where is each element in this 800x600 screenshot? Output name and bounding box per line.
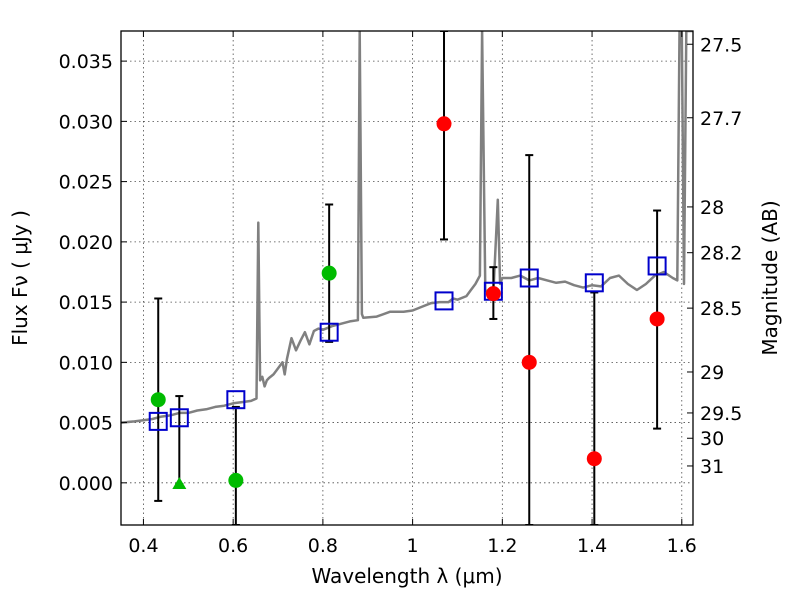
x-tick-label: 0.6 bbox=[218, 535, 248, 557]
model-photometry-square bbox=[169, 408, 189, 428]
x-axis-label: Wavelength λ (μm) bbox=[311, 564, 502, 588]
y2-tick-label: 29 bbox=[700, 362, 724, 384]
y2-tick-label: 31 bbox=[700, 456, 724, 478]
y-axis-label: Flux Fν ( μJy ) bbox=[8, 210, 32, 346]
observed-flux-point bbox=[521, 354, 537, 370]
y-tick-label: 0.000 bbox=[59, 473, 113, 495]
model-photometry-square bbox=[584, 273, 604, 293]
x-tick-label: 1.4 bbox=[577, 535, 607, 557]
model-photometry-square bbox=[647, 256, 667, 276]
observed-flux-point bbox=[649, 311, 665, 327]
observed-flux-point bbox=[321, 265, 337, 281]
y2-tick-label: 28.5 bbox=[700, 298, 742, 320]
observed-flux-point bbox=[485, 286, 501, 302]
model-photometry-square bbox=[434, 291, 454, 311]
x-tick-label: 1 bbox=[407, 535, 419, 557]
observed-flux-point bbox=[586, 451, 602, 467]
y-tick-label: 0.015 bbox=[59, 292, 113, 314]
y2-tick-label: 27.7 bbox=[700, 108, 742, 130]
ticks: 0.4 0.6 0.8 1 1.2 1.4 1.6 0.000 0.005 0.010 0.015 0… bbox=[59, 31, 742, 557]
x-tick-label: 0.8 bbox=[308, 535, 338, 557]
y2-tick-label: 28 bbox=[700, 197, 724, 219]
upper-limit-triangle bbox=[172, 477, 187, 490]
model-photometry-square bbox=[319, 322, 339, 342]
model-photometry-square bbox=[519, 268, 539, 288]
x-tick-label: 1.6 bbox=[667, 535, 697, 557]
y-tick-label: 0.030 bbox=[59, 111, 113, 133]
observed-flux-point bbox=[228, 472, 244, 488]
y2-tick-label: 28.2 bbox=[700, 243, 742, 265]
x-tick-label: 1.2 bbox=[487, 535, 517, 557]
plot-area bbox=[121, 31, 693, 525]
y-tick-label: 0.020 bbox=[59, 232, 113, 254]
y-tick-label: 0.010 bbox=[59, 352, 113, 374]
observed-flux-point bbox=[150, 392, 166, 408]
y2-tick-label: 30 bbox=[700, 428, 724, 450]
x-tick-label: 0.4 bbox=[128, 535, 158, 557]
grid bbox=[121, 31, 693, 525]
y-tick-label: 0.005 bbox=[59, 413, 113, 435]
y2-tick-label: 27.5 bbox=[700, 34, 742, 56]
error-bars bbox=[154, 31, 662, 525]
y2-axis-label: Magnitude (AB) bbox=[758, 200, 782, 355]
y-tick-label: 0.025 bbox=[59, 172, 113, 194]
markers bbox=[148, 116, 667, 490]
model-photometry-square bbox=[148, 411, 168, 431]
y2-tick-label: 29.5 bbox=[700, 403, 742, 425]
y-tick-label: 0.035 bbox=[59, 51, 113, 73]
model-spectrum-line bbox=[121, 31, 693, 424]
model-photometry-square bbox=[226, 390, 246, 410]
observed-flux-point bbox=[436, 116, 452, 132]
plot-frame bbox=[120, 30, 694, 526]
